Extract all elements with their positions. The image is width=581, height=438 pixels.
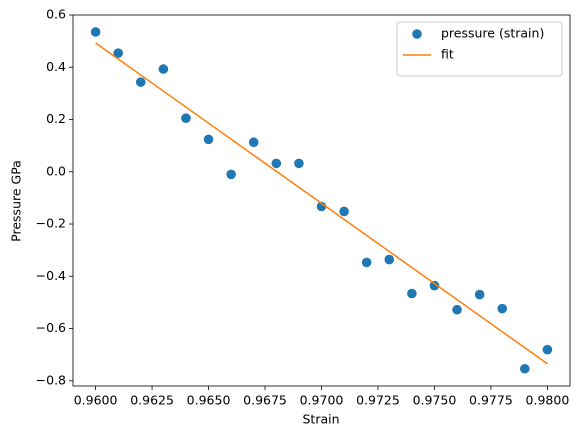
data-point (158, 64, 169, 74)
legend-marker (412, 29, 422, 39)
data-point (452, 304, 462, 315)
x-tick-label: 0.9675 (243, 393, 287, 408)
data-point (113, 48, 123, 58)
data-point (520, 363, 530, 374)
x-tick-label: 0.9625 (130, 393, 174, 408)
data-point (407, 288, 417, 299)
data-point (474, 289, 485, 300)
data-point (271, 158, 282, 169)
data-point (248, 137, 259, 148)
y-tick-label: 0.2 (46, 111, 66, 126)
x-tick-label: 0.9650 (187, 393, 231, 408)
fit-line (95, 42, 548, 365)
data-point (181, 113, 191, 124)
x-tick-label: 0.9750 (413, 393, 457, 408)
data-point (203, 134, 214, 145)
data-point (226, 169, 236, 180)
x-tick-label: 0.9600 (74, 393, 118, 408)
data-point (361, 257, 372, 268)
data-point (316, 201, 327, 212)
data-point (294, 158, 304, 169)
data-point (339, 206, 349, 217)
data-point (429, 280, 440, 291)
data-point (384, 254, 395, 265)
y-tick-label: 0.0 (46, 163, 66, 178)
y-tick-label: 0.4 (46, 59, 66, 74)
y-tick-label: −0.6 (36, 320, 66, 335)
data-point (90, 27, 101, 37)
data-point (542, 344, 553, 355)
x-tick-label: 0.9800 (526, 393, 570, 408)
legend-box (396, 21, 563, 77)
x-tick-label: 0.9700 (300, 393, 344, 408)
x-tick-label: 0.9725 (356, 393, 400, 408)
data-point (135, 77, 146, 87)
y-tick-label: −0.4 (36, 268, 66, 283)
y-tick-label: −0.8 (36, 372, 66, 387)
y-tick-label: −0.2 (36, 216, 66, 231)
y-axis-label: Pressure GPa (9, 160, 24, 242)
axes-frame (72, 14, 571, 387)
y-tick-label: 0.6 (46, 7, 66, 22)
x-tick-label: 0.9775 (469, 393, 513, 408)
legend-label: pressure (strain) (441, 26, 544, 41)
legend-label: fit (441, 47, 454, 62)
x-axis-label: Strain (302, 412, 339, 427)
data-point (497, 303, 508, 314)
